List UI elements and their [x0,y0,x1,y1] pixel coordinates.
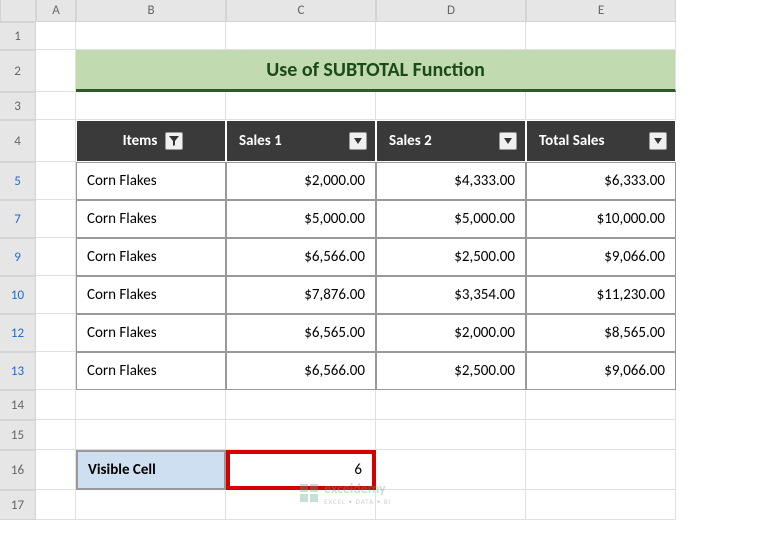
title-cell[interactable]: Use of SUBTOTAL Function [76,50,676,92]
table-header-sales1[interactable]: Sales 1 [226,120,376,162]
col-header-d[interactable]: D [376,0,526,22]
row-header-10[interactable]: 10 [0,276,36,314]
table-cell-total[interactable]: $8,565.00 [526,314,676,352]
table-cell-item[interactable]: Corn Flakes [76,162,226,200]
table-cell-s2[interactable]: $2,500.00 [376,352,526,390]
row-header-3[interactable]: 3 [0,92,36,120]
cell-a1[interactable] [36,22,76,50]
cell-a16[interactable] [36,450,76,490]
table-cell-total[interactable]: $10,000.00 [526,200,676,238]
cell-a4[interactable] [36,120,76,162]
table-cell-s2[interactable]: $4,333.00 [376,162,526,200]
table-cell-s2[interactable]: $2,500.00 [376,238,526,276]
cell-a10[interactable] [36,276,76,314]
cell-a5[interactable] [36,162,76,200]
row-header-13[interactable]: 13 [0,352,36,390]
table-cell-s1[interactable]: $6,566.00 [226,238,376,276]
row-header-9[interactable]: 9 [0,238,36,276]
cell-a14[interactable] [36,390,76,420]
cell-b14[interactable] [76,390,226,420]
cell-b17[interactable] [76,490,226,520]
cell-c3[interactable] [226,92,376,120]
header-label: Items [123,132,158,150]
table-header-items[interactable]: Items [76,120,226,162]
row-header-2[interactable]: 2 [0,50,36,92]
cell-a2[interactable] [36,50,76,92]
table-cell-item[interactable]: Corn Flakes [76,352,226,390]
col-header-a[interactable]: A [36,0,76,22]
table-cell-item[interactable]: Corn Flakes [76,314,226,352]
cell-d14[interactable] [376,390,526,420]
table-header-total[interactable]: Total Sales [526,120,676,162]
cell-e17[interactable] [526,490,676,520]
table-header-sales2[interactable]: Sales 2 [376,120,526,162]
row-header-7[interactable]: 7 [0,200,36,238]
col-header-c[interactable]: C [226,0,376,22]
row-header-16[interactable]: 16 [0,450,36,490]
cell-a9[interactable] [36,238,76,276]
cell-b1[interactable] [76,22,226,50]
cell-c15[interactable] [226,420,376,450]
spreadsheet: A B C D E 1 2 Use of SUBTOTAL Function 3… [0,0,767,520]
dropdown-icon[interactable] [349,132,367,150]
visible-cell-result[interactable]: 6 [226,450,376,490]
cell-e15[interactable] [526,420,676,450]
table-cell-s1[interactable]: $6,565.00 [226,314,376,352]
cell-c17[interactable] [226,490,376,520]
row-header-4[interactable]: 4 [0,120,36,162]
col-header-b[interactable]: B [76,0,226,22]
table-cell-s1[interactable]: $6,566.00 [226,352,376,390]
table-cell-total[interactable]: $11,230.00 [526,276,676,314]
dropdown-icon[interactable] [649,132,667,150]
visible-cell-label[interactable]: Visible Cell [76,450,226,490]
cell-a13[interactable] [36,352,76,390]
cell-a7[interactable] [36,200,76,238]
cell-d17[interactable] [376,490,526,520]
table-cell-s1[interactable]: $5,000.00 [226,200,376,238]
row-header-15[interactable]: 15 [0,420,36,450]
table-cell-total[interactable]: $9,066.00 [526,352,676,390]
col-header-e[interactable]: E [526,0,676,22]
table-cell-item[interactable]: Corn Flakes [76,276,226,314]
cell-c14[interactable] [226,390,376,420]
cell-e14[interactable] [526,390,676,420]
cell-e1[interactable] [526,22,676,50]
row-header-14[interactable]: 14 [0,390,36,420]
row-header-12[interactable]: 12 [0,314,36,352]
dropdown-icon[interactable] [499,132,517,150]
cell-c1[interactable] [226,22,376,50]
select-all-corner[interactable] [0,0,36,22]
table-cell-total[interactable]: $6,333.00 [526,162,676,200]
table-cell-total[interactable]: $9,066.00 [526,238,676,276]
cell-e3[interactable] [526,92,676,120]
table-cell-s2[interactable]: $3,354.00 [376,276,526,314]
cell-d3[interactable] [376,92,526,120]
cell-d15[interactable] [376,420,526,450]
cell-b3[interactable] [76,92,226,120]
cell-e16[interactable] [526,450,676,490]
cell-a3[interactable] [36,92,76,120]
cell-a12[interactable] [36,314,76,352]
table-cell-s2[interactable]: $2,000.00 [376,314,526,352]
table-cell-item[interactable]: Corn Flakes [76,238,226,276]
cell-a15[interactable] [36,420,76,450]
cell-d1[interactable] [376,22,526,50]
header-label: Sales 2 [389,132,432,150]
header-label: Total Sales [539,132,604,150]
cell-a17[interactable] [36,490,76,520]
cell-b15[interactable] [76,420,226,450]
header-label: Sales 1 [239,132,282,150]
table-cell-item[interactable]: Corn Flakes [76,200,226,238]
row-header-1[interactable]: 1 [0,22,36,50]
filter-icon[interactable] [165,132,183,150]
row-header-5[interactable]: 5 [0,162,36,200]
table-cell-s1[interactable]: $7,876.00 [226,276,376,314]
table-cell-s1[interactable]: $2,000.00 [226,162,376,200]
cell-d16[interactable] [376,450,526,490]
row-header-17[interactable]: 17 [0,490,36,520]
table-cell-s2[interactable]: $5,000.00 [376,200,526,238]
